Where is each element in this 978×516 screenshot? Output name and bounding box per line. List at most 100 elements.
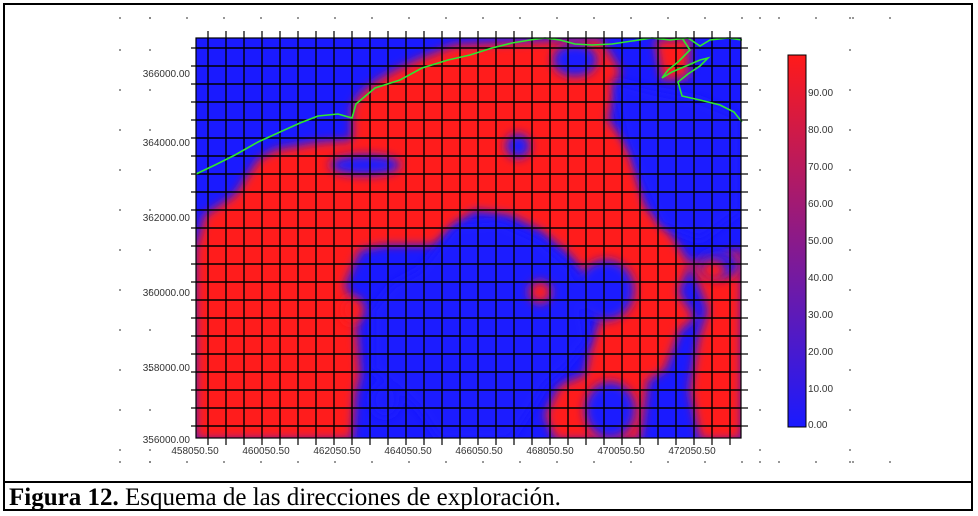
grid-dot xyxy=(849,17,851,19)
grid-dot xyxy=(759,329,761,331)
grid-dot xyxy=(815,17,817,19)
grid-dot xyxy=(519,17,521,19)
grid-dot xyxy=(556,17,558,19)
grid-dot xyxy=(849,329,851,331)
grid-dot xyxy=(849,369,851,371)
colorbar-labels: 90.00 80.00 70.00 60.00 50.00 40.00 30.0… xyxy=(808,88,833,431)
grid-dot xyxy=(149,89,151,91)
grid-dot xyxy=(371,17,373,19)
y-tick-label: 358000.00 xyxy=(143,363,191,374)
grid-dot xyxy=(119,49,121,51)
x-axis-labels: 458050.50 460050.50 462050.50 464050.50 … xyxy=(171,446,716,457)
grid-dot xyxy=(759,249,761,251)
grid-dot xyxy=(119,409,121,411)
y-tick-label: 356000.00 xyxy=(143,435,191,446)
grid-dot xyxy=(849,209,851,211)
grid-dot xyxy=(759,49,761,51)
grid-dot xyxy=(119,461,121,463)
colorbar-label: 70.00 xyxy=(808,162,833,173)
grid-dot xyxy=(149,249,151,251)
grid-dot xyxy=(759,169,761,171)
grid-dot xyxy=(593,17,595,19)
colorbar-label: 10.00 xyxy=(808,384,833,395)
grid-dot xyxy=(260,461,262,463)
colorbar-label: 20.00 xyxy=(808,347,833,358)
x-tick-label: 460050.50 xyxy=(242,446,290,457)
grid-dot xyxy=(849,169,851,171)
y-tick-label: 366000.00 xyxy=(143,69,191,80)
grid-dot xyxy=(849,49,851,51)
x-tick-label: 462050.50 xyxy=(313,446,361,457)
grid-dot xyxy=(119,17,121,19)
grid-dot xyxy=(119,129,121,131)
grid-dot xyxy=(759,209,761,211)
y-tick-label: 364000.00 xyxy=(143,138,191,149)
high-value-region-east xyxy=(690,250,741,438)
grid-dot xyxy=(704,461,706,463)
x-tick-label: 472050.50 xyxy=(668,446,716,457)
grid-dot xyxy=(149,289,151,291)
grid-dot xyxy=(778,461,780,463)
grid-dot xyxy=(119,289,121,291)
colorbar-label: 60.00 xyxy=(808,199,833,210)
grid-dot xyxy=(149,369,151,371)
grid-dot xyxy=(889,461,891,463)
grid-dot xyxy=(149,209,151,211)
caption-text: Esquema de las direcciones de exploració… xyxy=(118,484,561,511)
grid-dot xyxy=(149,409,151,411)
grid-dot xyxy=(297,461,299,463)
grid-dot xyxy=(849,249,851,251)
grid-dot xyxy=(223,461,225,463)
grid-dot xyxy=(408,17,410,19)
grid-dot xyxy=(630,17,632,19)
colorbar-label: 80.00 xyxy=(808,125,833,136)
grid-dot xyxy=(630,461,632,463)
survey-grid xyxy=(196,38,741,438)
grid-dot xyxy=(482,17,484,19)
grid-dot xyxy=(119,249,121,251)
grid-dot xyxy=(849,89,851,91)
grid-dot xyxy=(119,449,121,451)
grid-dot xyxy=(149,449,151,451)
grid-dot xyxy=(149,49,151,51)
x-tick-label: 464050.50 xyxy=(384,446,432,457)
grid-dot xyxy=(759,461,761,463)
grid-dot xyxy=(778,17,780,19)
grid-dot xyxy=(759,129,761,131)
map-raster xyxy=(196,38,741,438)
caption-divider xyxy=(5,481,971,483)
grid-dot xyxy=(759,17,761,19)
grid-dot xyxy=(149,129,151,131)
grid-dot xyxy=(849,129,851,131)
grid-dot xyxy=(334,17,336,19)
grid-dot xyxy=(741,461,743,463)
grid-dot xyxy=(815,461,817,463)
grid-dot xyxy=(119,369,121,371)
grid-dot xyxy=(849,449,851,451)
grid-dot xyxy=(119,89,121,91)
colorbar-label: 50.00 xyxy=(808,236,833,247)
grid-dot xyxy=(759,409,761,411)
y-axis-labels: 366000.00 364000.00 362000.00 360000.00 … xyxy=(143,69,191,446)
colorbar xyxy=(787,54,807,428)
grid-dot xyxy=(149,169,151,171)
grid-dot xyxy=(849,409,851,411)
grid-dot xyxy=(889,17,891,19)
grid-dot xyxy=(186,461,188,463)
grid-dot xyxy=(667,17,669,19)
grid-dot xyxy=(445,461,447,463)
coastline xyxy=(195,37,743,175)
grid-dot xyxy=(334,461,336,463)
grid-dot xyxy=(297,17,299,19)
x-tick-label: 458050.50 xyxy=(171,446,219,457)
plot-border xyxy=(195,37,742,439)
grid-dot xyxy=(704,17,706,19)
grid-dot xyxy=(852,461,854,463)
y-tick-label: 362000.00 xyxy=(143,213,191,224)
colorbar-label: 30.00 xyxy=(808,310,833,321)
colorbar-label: 40.00 xyxy=(808,273,833,284)
grid-dot xyxy=(741,17,743,19)
grid-dot xyxy=(759,289,761,291)
grid-dot xyxy=(445,17,447,19)
grid-dot xyxy=(149,461,151,463)
